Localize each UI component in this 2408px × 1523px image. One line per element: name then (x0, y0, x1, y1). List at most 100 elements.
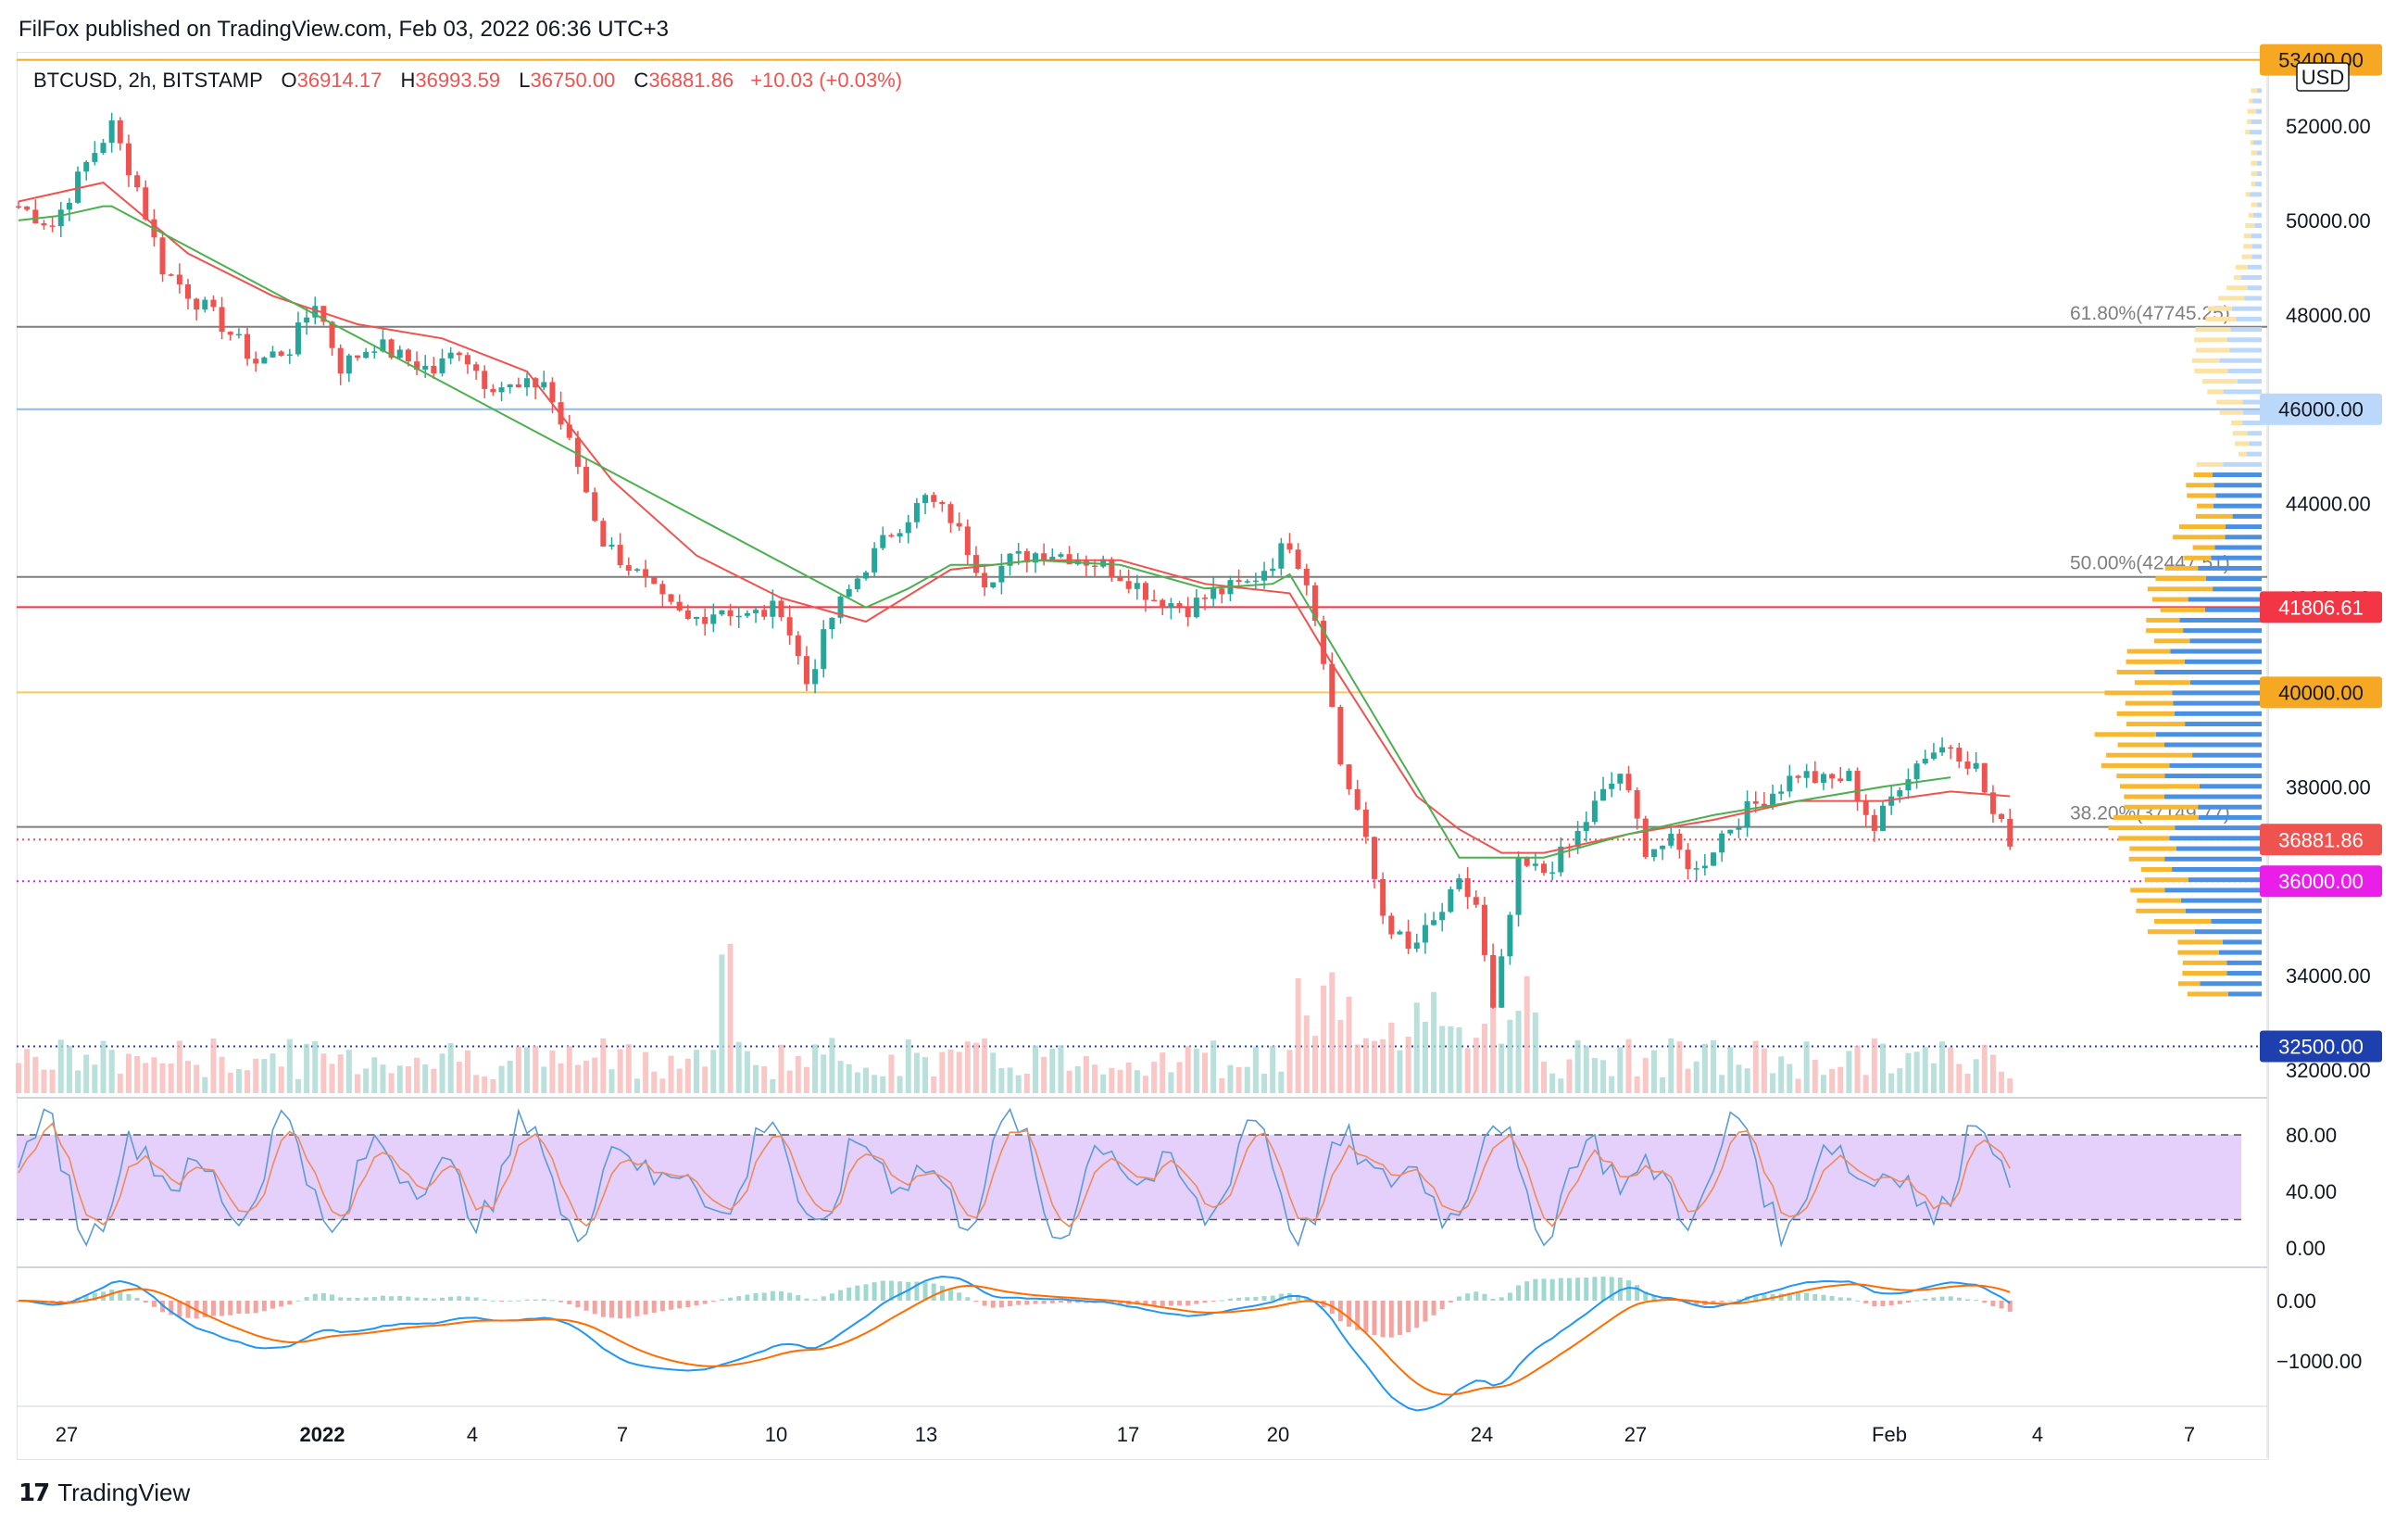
brand[interactable]: 17 TradingView (19, 1479, 190, 1507)
volume-bar (922, 1057, 929, 1093)
time-tick-label: 10 (765, 1423, 787, 1446)
high-label: H (400, 69, 416, 92)
stoch-d-line (18, 1122, 2012, 1228)
macd-hist-bar (728, 1297, 734, 1301)
volume-bar (1244, 1066, 1250, 1093)
volume-bar (1803, 1041, 1810, 1093)
volume-bar (1464, 1048, 1471, 1093)
vp-bar-down (2194, 368, 2228, 373)
volume-bar (829, 1038, 835, 1093)
volume-bar (320, 1053, 327, 1093)
volume-bar (676, 1068, 683, 1093)
volume-bar (710, 1050, 717, 1093)
volume-bar (1405, 1036, 1411, 1093)
vp-bar-up (2254, 223, 2262, 229)
macd-hist-bar (914, 1281, 920, 1301)
volume-bar (1795, 1078, 1801, 1093)
macd-hist-bar (1821, 1294, 1826, 1301)
vp-bar-down (2140, 866, 2173, 872)
vp-bar-up (2185, 722, 2262, 727)
macd-hist-bar (1397, 1301, 1402, 1336)
symbol-label[interactable]: BTCUSD, 2h, BITSTAMP (33, 69, 263, 92)
price-label-bg-9 (2260, 1030, 2382, 1063)
candle-body (414, 361, 420, 370)
macd-hist-bar (245, 1301, 250, 1315)
macd-hist-bar (1363, 1301, 1369, 1333)
volume-bar (533, 1046, 539, 1093)
macd-hist-bar (482, 1299, 487, 1301)
close-value: 36881.86 (648, 69, 734, 92)
candle-body (1422, 925, 1428, 943)
candle-body (515, 384, 521, 388)
macd-hist-bar (1194, 1301, 1199, 1304)
vp-bar-down (2126, 659, 2185, 664)
vp-bar-up (2236, 316, 2262, 321)
vp-bar-up (2237, 379, 2262, 384)
macd-hist-bar (1617, 1278, 1623, 1301)
macd-hist-bar (1914, 1300, 1920, 1302)
macd-hist-bar (261, 1301, 267, 1312)
vp-bar-down (2193, 472, 2213, 478)
price-tick-label: 44000.00 (2286, 493, 2371, 516)
candle-body (1549, 872, 1556, 875)
macd-hist-bar (1253, 1296, 1259, 1301)
candle-body (1109, 559, 1115, 577)
vp-bar-down (2216, 399, 2243, 405)
candle-body (753, 610, 759, 613)
candle-body (1397, 931, 1403, 935)
candle-body (1574, 830, 1581, 848)
volume-bar (1346, 996, 1352, 1093)
macd-hist-bar (1372, 1301, 1377, 1335)
candle-body (1023, 550, 1030, 563)
volume-bar (1362, 1038, 1369, 1093)
vp-bar-down (2126, 722, 2186, 727)
vp-bar-down (2146, 628, 2184, 634)
vp-bar-up (2174, 711, 2262, 716)
volume-bar (854, 1072, 860, 1093)
volume-bar (1015, 1075, 1022, 1093)
vp-bar-down (2187, 493, 2216, 498)
volume-bar (1541, 1061, 1547, 1093)
macd-hist-bar (685, 1301, 691, 1308)
volume-bar (1566, 1059, 1573, 1093)
vp-bar-up (2253, 140, 2262, 145)
volume-bar (1372, 1040, 1377, 1093)
vp-bar-up (2225, 524, 2262, 530)
volume-bar (1422, 1021, 1428, 1093)
vp-bar-down (2231, 420, 2242, 425)
vp-bar-up (2204, 607, 2262, 612)
candle-body (1092, 565, 1098, 568)
publisher-line: FilFox published on TradingView.com, Feb… (19, 17, 669, 42)
vp-bar-down (2146, 617, 2180, 623)
volume-bar (600, 1038, 607, 1093)
volume-bar (1286, 1050, 1293, 1093)
volume-bar (1617, 1047, 1624, 1093)
vp-bar-up (2252, 244, 2262, 249)
candle-body (1719, 833, 1725, 853)
macd-hist-bar (710, 1301, 716, 1303)
candle-body (1948, 747, 1954, 749)
volume-bar (159, 1063, 166, 1093)
macd-hist-bar (1355, 1301, 1361, 1330)
volume-bar (1499, 1043, 1505, 1093)
volume-bar (32, 1056, 39, 1093)
candle-body (837, 596, 844, 618)
volume-bar (1685, 1068, 1691, 1093)
candle-body (1448, 888, 1454, 913)
vp-bar-up (2179, 617, 2262, 623)
candle-body (1820, 774, 1826, 783)
macd-hist-bar (67, 1301, 72, 1302)
vp-bar-down (2251, 182, 2256, 187)
vp-bar-up (2189, 680, 2262, 686)
stoch-tick-label: 80.00 (2286, 1124, 2337, 1147)
volume-bar (1744, 1068, 1750, 1093)
candle-body (92, 153, 98, 162)
volume-bar (219, 1056, 225, 1093)
candle-body (1803, 771, 1810, 778)
candle-body (1235, 580, 1242, 583)
candle-body (498, 387, 505, 393)
volume-bar (329, 1064, 335, 1093)
macd-hist-bar (1676, 1301, 1682, 1302)
candle-body (304, 317, 310, 323)
